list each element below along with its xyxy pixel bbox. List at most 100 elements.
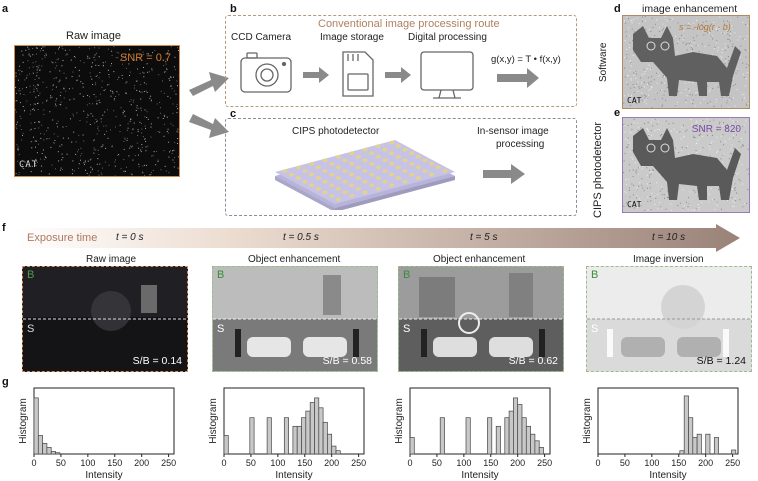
pixel-dot — [349, 162, 355, 166]
pixel-dot — [429, 172, 435, 177]
step-image-storage: Image storage — [320, 32, 384, 43]
background-label: B — [217, 269, 225, 281]
pixel-dot — [375, 165, 381, 170]
pixel-dot — [382, 169, 388, 173]
histogram-bar — [525, 425, 531, 455]
x-tick-label: 50 — [620, 458, 630, 468]
snr-label-a: SNR = 0.7 — [119, 52, 171, 64]
x-axis-label: Intensity — [275, 470, 312, 481]
panel-label-a: a — [2, 3, 9, 15]
histogram-bar — [521, 417, 527, 455]
pixel-dot — [342, 158, 348, 163]
histogram-bar — [696, 433, 702, 455]
histogram-bar — [465, 417, 471, 455]
pixel-dot — [309, 162, 315, 166]
cat-image-d — [623, 16, 749, 108]
x-tick-label: 200 — [510, 458, 525, 468]
sb-ratio-3: S/B = 1.24 — [696, 355, 746, 367]
arrow-right-icon — [385, 67, 411, 83]
arrow-down-icon — [189, 114, 229, 138]
time-2: t = 5 s — [470, 232, 498, 243]
street-photo-enhanced-2: B S S/B = 0.62 — [398, 266, 564, 372]
pixel-dot — [355, 165, 361, 170]
pixel-dot — [322, 169, 328, 173]
split-arrows — [189, 72, 229, 138]
x-tick-label: 50 — [246, 458, 256, 468]
software-enhanced-photo: s = -log(r - b) CAT — [622, 15, 750, 109]
pixel-dot — [315, 187, 321, 191]
x-tick-label: 250 — [351, 458, 366, 468]
histogram-frame — [33, 387, 175, 455]
camera-icon — [240, 52, 292, 93]
pixel-dot — [315, 165, 321, 170]
pixel-dot — [415, 155, 421, 159]
sb-ratio-1: S/B = 0.58 — [322, 355, 372, 367]
cips-device-title: CIPS photodetector — [292, 126, 380, 137]
noise-pattern — [15, 46, 179, 176]
pixel-dot — [375, 176, 381, 180]
time-1: t = 0.5 s — [283, 232, 319, 243]
pixel-dot — [322, 190, 328, 195]
cat-silhouette — [633, 26, 741, 96]
histogram-bar — [688, 417, 694, 455]
photo-title-0: Raw image — [86, 254, 137, 265]
pixel-dot — [382, 147, 388, 152]
histogram-bar — [692, 437, 698, 455]
memory-card-icon — [342, 51, 374, 97]
pixel-dot — [429, 162, 435, 166]
histogram-bar — [487, 417, 493, 455]
pixel-dot — [415, 165, 421, 170]
cips-photodetector-label: CIPS photodetector — [592, 121, 604, 218]
histogram-bar — [679, 450, 685, 455]
histogram-bar — [495, 425, 501, 455]
conventional-route-box — [225, 15, 577, 107]
sb-ratio-2: S/B = 0.62 — [508, 355, 558, 367]
pixel-dot — [335, 165, 341, 170]
pixel-dot — [315, 176, 321, 180]
histogram-bar — [296, 425, 302, 455]
histogram-bar — [331, 445, 337, 455]
histogram-bar — [33, 397, 39, 455]
x-tick-label: 100 — [644, 458, 659, 468]
pixel-dot — [369, 162, 375, 166]
exposure-time-arrow — [16, 224, 740, 252]
pixel-dot — [369, 151, 375, 155]
step-digital-processing: Digital processing — [408, 32, 487, 43]
histogram-chart-2: 0 50 100 150 200 250 Intensity Histogram — [394, 387, 552, 481]
transform-formula: g(x,y) = T • f(x,y) — [491, 54, 561, 65]
histogram-bar — [683, 395, 689, 455]
pixel-dot — [362, 147, 368, 152]
pixel-dot — [395, 155, 401, 159]
street-photo-enhanced-1: B S S/B = 0.58 — [212, 266, 378, 372]
pixel-dot — [355, 155, 361, 159]
histogram-bar — [55, 452, 61, 455]
pixel-dot — [322, 158, 328, 163]
histogram-bar — [534, 440, 540, 455]
in-sensor-route-box — [225, 118, 577, 216]
panel-label-e: e — [614, 107, 621, 119]
pixel-dot — [295, 176, 301, 180]
cips-device-illustration — [275, 140, 525, 210]
in-sensor-text-1: In-sensor image — [477, 126, 549, 137]
raw-image-photo: SNR = 0.7 CAT — [14, 45, 180, 177]
cat-text-e: CAT — [627, 200, 642, 209]
pixel-dot — [335, 176, 341, 180]
pixel-dot — [342, 179, 348, 184]
x-tick-label: 0 — [407, 458, 412, 468]
histogram-bar — [283, 417, 289, 455]
pipeline-icons — [240, 51, 539, 99]
pixel-dot — [422, 158, 428, 163]
histogram-bar — [508, 410, 514, 455]
x-tick-label: 200 — [324, 458, 339, 468]
background-label: B — [591, 269, 599, 281]
histogram-bar — [538, 447, 544, 455]
pixel-dot — [322, 179, 328, 184]
histogram-bar — [318, 407, 324, 455]
x-tick-label: 250 — [161, 458, 176, 468]
panel-label-f: f — [2, 222, 6, 234]
histogram-bar — [513, 397, 519, 455]
y-axis-label: Histogram — [582, 398, 593, 444]
histogram-bar — [223, 435, 229, 455]
background-label: B — [403, 269, 411, 281]
pixel-dot — [402, 158, 408, 163]
